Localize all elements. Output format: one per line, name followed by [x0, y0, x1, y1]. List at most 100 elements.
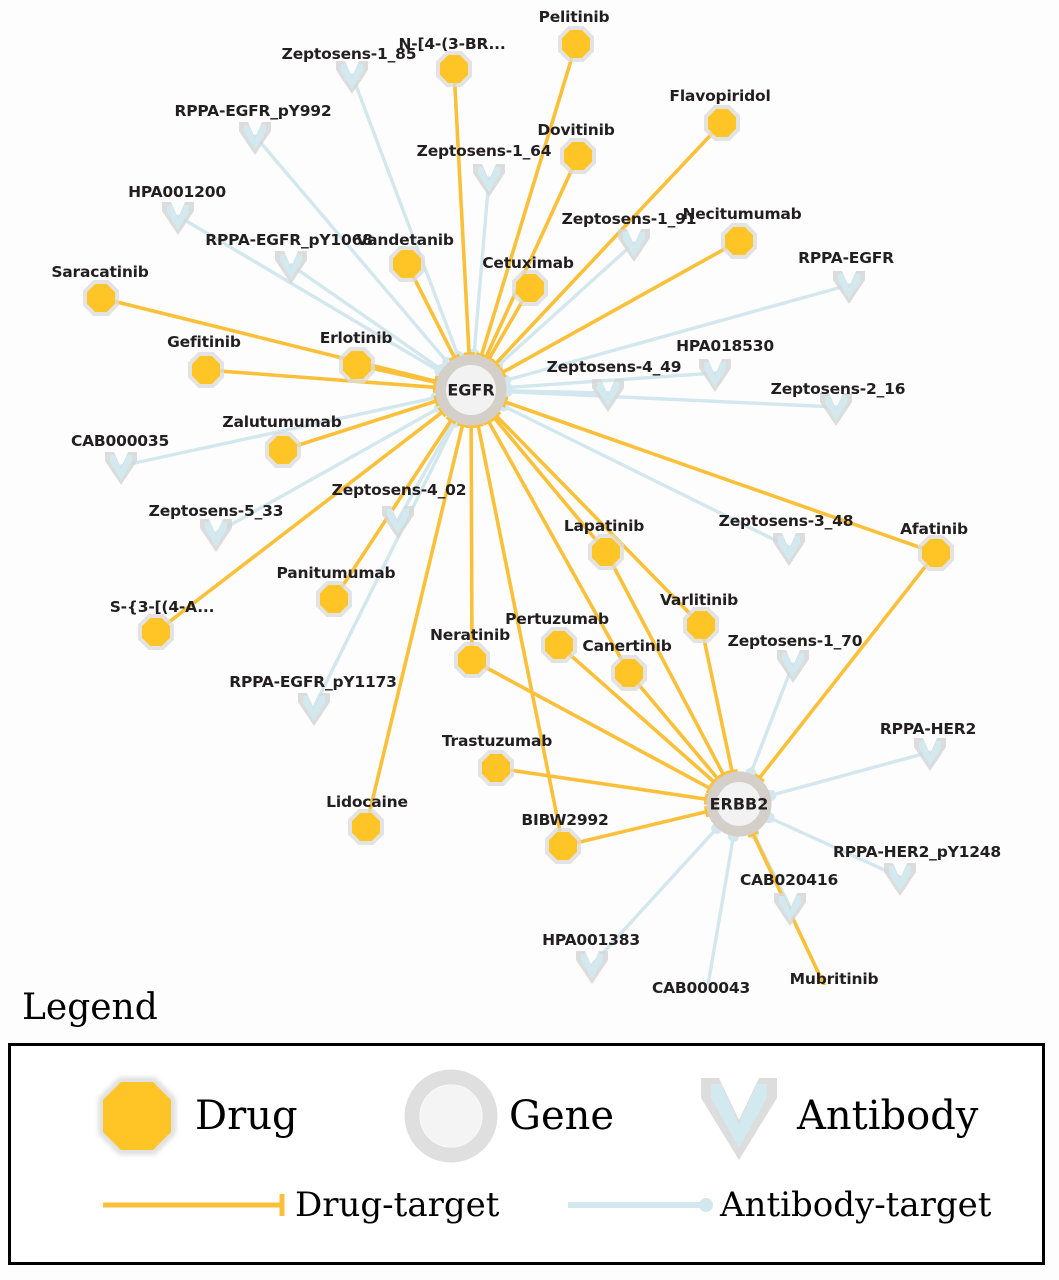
antibody-node[interactable]	[298, 693, 330, 726]
antibody-node[interactable]	[162, 202, 194, 235]
antibody-nodes[interactable]	[105, 61, 946, 985]
drug-target-edge	[470, 658, 715, 795]
ring-icon	[403, 1068, 499, 1164]
antibody-halo	[275, 251, 307, 284]
antibody-node[interactable]	[699, 359, 731, 392]
antibody-node[interactable]	[576, 951, 608, 984]
antibody-node[interactable]	[618, 229, 650, 262]
drug-node[interactable]	[339, 347, 375, 383]
antibody-node[interactable]	[777, 650, 809, 683]
antibody-node[interactable]	[275, 251, 307, 284]
gene-label: EGFR	[447, 380, 495, 400]
antibody-node[interactable]	[774, 893, 806, 926]
drug-node[interactable]	[83, 280, 119, 316]
drug-node[interactable]	[436, 51, 472, 87]
gene-nodes[interactable]	[435, 354, 772, 837]
drug-node[interactable]	[588, 534, 624, 570]
drug-body	[458, 646, 486, 674]
antibody-node[interactable]	[833, 271, 865, 304]
antibody-target-edge	[706, 831, 739, 985]
network-canvas	[83, 26, 954, 985]
antibody-body	[280, 254, 302, 279]
antibody-body	[244, 125, 266, 150]
drug-target-edge	[494, 766, 709, 805]
antibody-target-edge	[176, 214, 446, 378]
antibody-node[interactable]	[914, 738, 946, 771]
antibody-body	[778, 536, 800, 561]
gene-ring	[435, 354, 507, 426]
drug-target-edge	[699, 623, 738, 775]
antibody-body	[167, 205, 189, 230]
antibody-halo	[884, 863, 916, 896]
antibody-halo	[298, 693, 330, 726]
drug-node[interactable]	[611, 655, 647, 691]
antibody-body	[779, 896, 801, 921]
drug-node[interactable]	[721, 223, 757, 259]
gene-core	[717, 782, 761, 826]
legend-label-drug-target: Drug-target	[295, 1185, 500, 1225]
antibody-halo	[473, 164, 505, 197]
drug-body	[725, 227, 753, 255]
antibody-node[interactable]	[200, 519, 232, 552]
drug-node[interactable]	[545, 828, 581, 864]
antibody-node[interactable]	[473, 164, 505, 197]
drug-node[interactable]	[348, 809, 384, 845]
drug-body	[516, 274, 544, 302]
legend-label-antibody: Antibody	[797, 1093, 979, 1139]
antibody-body	[889, 866, 911, 891]
antibody-halo	[576, 951, 608, 984]
drug-target-edge	[452, 67, 475, 357]
drug-body	[687, 611, 715, 639]
drug-target-edge	[281, 395, 441, 452]
drug-node[interactable]	[558, 26, 594, 62]
antibody-node[interactable]	[773, 533, 805, 566]
drug-target-edge	[465, 424, 477, 662]
drug-body	[142, 618, 170, 646]
drug-node[interactable]	[454, 642, 490, 678]
drug-node[interactable]	[512, 270, 548, 306]
antibody-node[interactable]	[884, 863, 916, 896]
drug-target-edge	[627, 671, 724, 784]
gene-label: ERBB2	[709, 794, 769, 814]
drug-node[interactable]	[683, 607, 719, 643]
gene-node[interactable]	[706, 771, 772, 837]
drug-body	[592, 538, 620, 566]
drug-node[interactable]	[188, 352, 224, 388]
drug-nodes[interactable]	[83, 26, 954, 985]
drug-body	[708, 109, 736, 137]
antibody-node[interactable]	[105, 452, 137, 485]
drug-body	[393, 250, 421, 278]
antibody-body	[597, 382, 619, 407]
antibody-body	[838, 274, 860, 299]
antibody-body	[581, 954, 603, 979]
drug-node[interactable]	[918, 535, 954, 571]
drug-node[interactable]	[560, 138, 596, 174]
drug-body	[564, 142, 592, 170]
legend: Legend Drug Gene	[0, 985, 1059, 1280]
drug-node[interactable]	[478, 750, 514, 786]
drug-body	[269, 436, 297, 464]
legend-item-antibody-target: Antibody-target	[566, 1188, 991, 1222]
drug-node[interactable]	[704, 105, 740, 141]
antibody-body	[205, 522, 227, 547]
drug-body	[320, 585, 348, 613]
antibody-node[interactable]	[239, 122, 271, 155]
antibody-node[interactable]	[336, 61, 368, 94]
drug-node[interactable]	[316, 581, 352, 617]
antibody-halo	[699, 359, 731, 392]
gene-node[interactable]	[435, 354, 507, 426]
antibody-node[interactable]	[592, 379, 624, 412]
antibody-halo	[105, 452, 137, 485]
drug-target-edge	[498, 239, 741, 379]
antibody-body	[919, 741, 941, 766]
drug-target-edge	[154, 406, 448, 634]
drug-node[interactable]	[138, 614, 174, 650]
drug-node[interactable]	[541, 627, 577, 663]
legend-item-antibody: Antibody	[691, 1068, 978, 1164]
antibody-node[interactable]	[382, 506, 414, 539]
antibody-halo	[618, 229, 650, 262]
drug-node[interactable]	[389, 246, 425, 282]
antibody-target-edge	[501, 386, 838, 409]
antibody-node[interactable]	[820, 393, 852, 426]
drug-node[interactable]	[265, 432, 301, 468]
